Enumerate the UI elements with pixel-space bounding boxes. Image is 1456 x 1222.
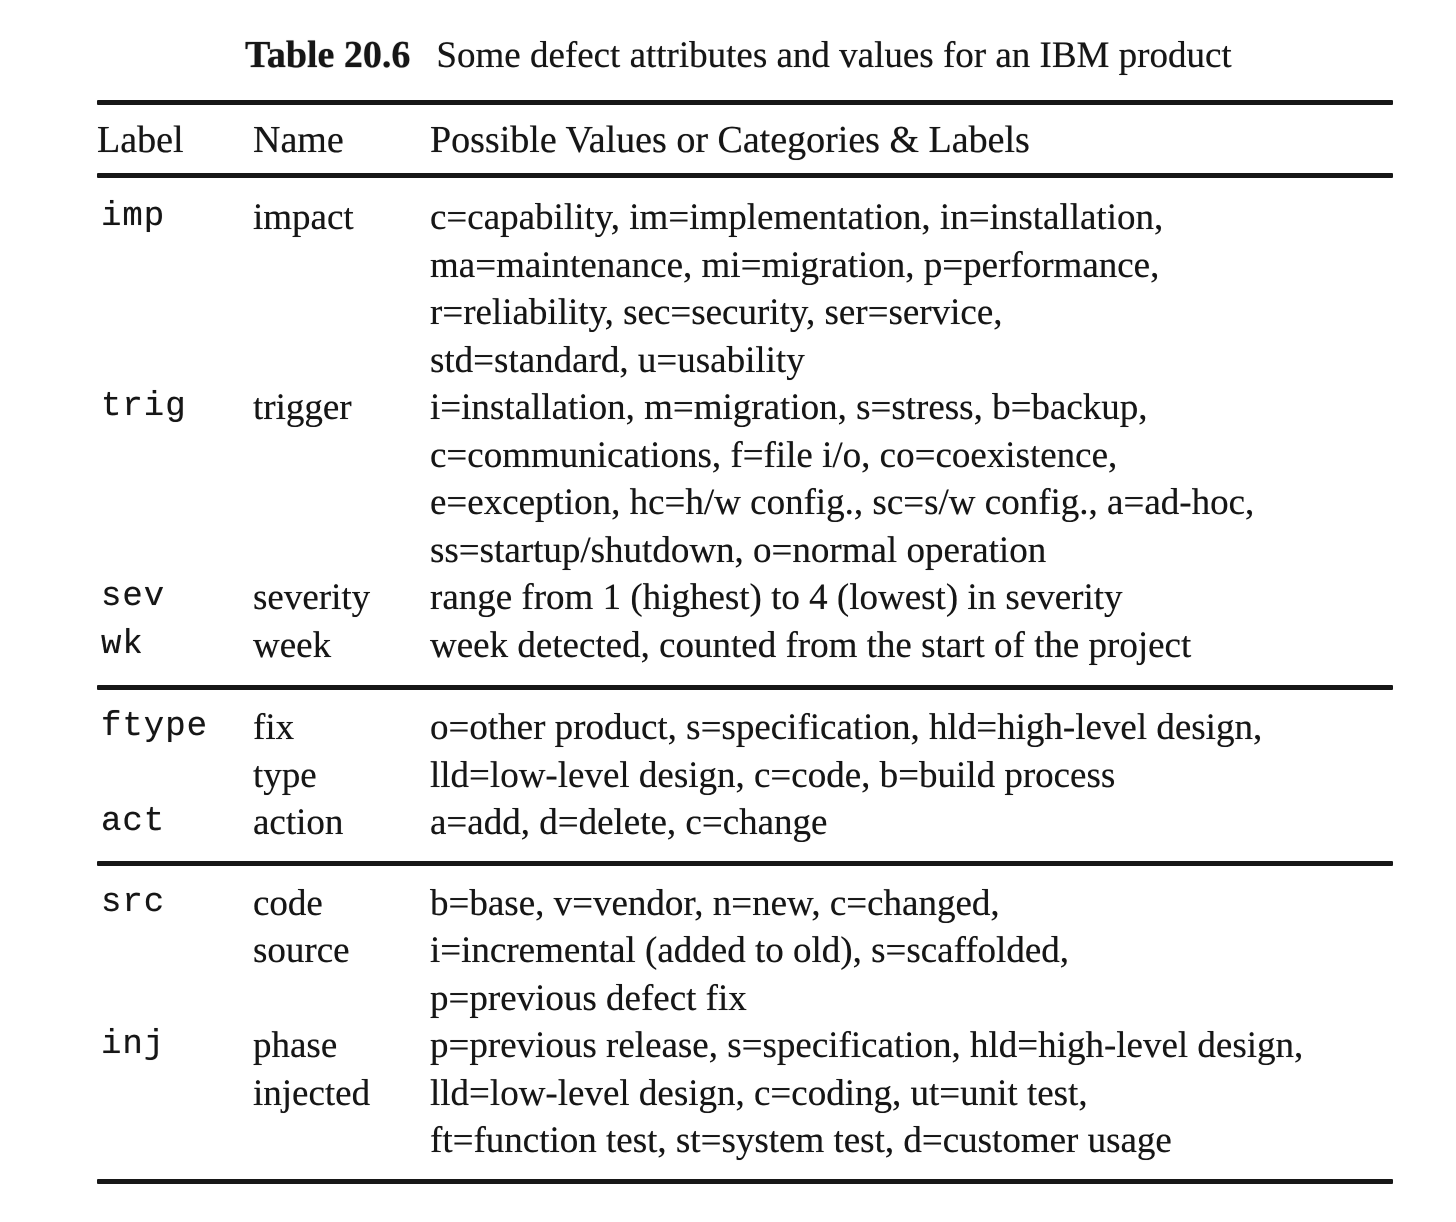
row-label: src — [101, 883, 166, 922]
header-separator-rule — [97, 173, 1393, 178]
row-name-line: severity — [253, 577, 371, 618]
value-line: p=previous release, s=specification, hld… — [430, 1025, 1304, 1066]
table-row-trig: trig trigger i=installation, m=migration… — [97, 384, 1393, 574]
table-top-rule — [97, 100, 1393, 105]
column-header-values: Possible Values or Categories & Labels — [430, 119, 1030, 161]
row-name-line: impact — [253, 197, 354, 238]
row-label: act — [101, 803, 166, 841]
table-group-detection: imp impact c=capability, im=implementati… — [97, 178, 1393, 685]
table-row-src: src code source b=base, v=vendor, n=new,… — [97, 880, 1393, 1023]
row-name: code source — [253, 880, 430, 975]
row-name: fix type — [253, 704, 430, 799]
row-name-line: injected — [253, 1072, 371, 1114]
value-line: i=incremental (added to old), s=scaffold… — [430, 930, 1070, 971]
row-name: action — [253, 799, 430, 847]
row-name-line: fix — [253, 707, 295, 748]
table-caption: Table 20.6 Some defect attributes and val… — [245, 32, 1232, 79]
table-group-fix: ftype fix type o=other product, s=specif… — [97, 690, 1393, 861]
table-group-source: src code source b=base, v=vendor, n=new,… — [97, 866, 1393, 1179]
row-values: p=previous release, s=specification, hld… — [430, 1022, 1393, 1165]
defect-attributes-table: Label Name Possible Values or Categories… — [97, 100, 1393, 1184]
value-line: c=capability, im=implementation, in=inst… — [430, 197, 1164, 238]
row-label: imp — [101, 198, 166, 236]
row-values: range from 1 (highest) to 4 (lowest) in … — [430, 574, 1393, 622]
table-bottom-rule — [97, 1178, 1393, 1184]
value-line: p=previous defect fix — [430, 977, 747, 1019]
column-header-label: Label — [97, 119, 184, 161]
value-line: week detected, counted from the start of… — [430, 624, 1192, 666]
row-values: c=capability, im=implementation, in=inst… — [430, 194, 1393, 384]
value-line: c=communications, f=file i/o, co=coexist… — [430, 434, 1118, 476]
row-name: impact — [253, 194, 430, 242]
row-values: o=other product, s=specification, hld=hi… — [430, 704, 1393, 799]
value-line: ss=startup/shutdown, o=normal operation — [430, 529, 1047, 571]
table-header-row: Label Name Possible Values or Categories… — [97, 105, 1393, 173]
row-values: week detected, counted from the start of… — [430, 622, 1393, 670]
value-line: ft=function test, st=system test, d=cust… — [430, 1120, 1172, 1161]
row-name-line: trigger — [253, 387, 352, 428]
table-row-sev: sev severity range from 1 (highest) to 4… — [97, 574, 1393, 622]
row-label: wk — [101, 625, 144, 664]
row-name: phase injected — [253, 1022, 430, 1117]
row-name: week — [253, 622, 430, 670]
value-line: o=other product, s=specification, hld=hi… — [430, 707, 1263, 748]
row-name: trigger — [253, 384, 430, 432]
row-name: severity — [253, 574, 430, 622]
table-row-inj: inj phase injected p=previous release, s… — [97, 1022, 1393, 1165]
value-line: lld=low-level design, c=code, b=build pr… — [430, 754, 1116, 796]
row-values: b=base, v=vendor, n=new, c=changed, i=in… — [430, 880, 1393, 1023]
row-values: i=installation, m=migration, s=stress, b… — [430, 384, 1393, 574]
column-header-name: Name — [253, 119, 344, 161]
row-name-line: source — [253, 930, 350, 971]
row-label: inj — [101, 1026, 166, 1064]
table-caption-text: Some defect attributes and values for an… — [436, 35, 1232, 76]
table-row-wk: wk week week detected, counted from the … — [97, 622, 1393, 670]
value-line: e=exception, hc=h/w config., sc=s/w conf… — [430, 482, 1255, 523]
row-label: ftype — [101, 708, 209, 746]
group-separator-rule-2 — [97, 860, 1393, 866]
row-name-line: week — [253, 624, 332, 666]
value-line: ma=maintenance, mi=migration, p=performa… — [430, 244, 1160, 286]
row-name-line: action — [253, 802, 344, 843]
value-line: std=standard, u=usability — [430, 339, 805, 381]
value-line: lld=low-level design, c=coding, ut=unit … — [430, 1072, 1088, 1114]
row-name-line: phase — [253, 1025, 338, 1066]
table-row-imp: imp impact c=capability, im=implementati… — [97, 194, 1393, 384]
row-values: a=add, d=delete, c=change — [430, 799, 1393, 847]
row-name-line: code — [253, 882, 323, 924]
row-label: trig — [101, 388, 187, 426]
table-row-act: act action a=add, d=delete, c=change — [97, 799, 1393, 847]
value-line: range from 1 (highest) to 4 (lowest) in … — [430, 577, 1123, 618]
group-separator-rule-1 — [97, 685, 1393, 690]
table-row-ftype: ftype fix type o=other product, s=specif… — [97, 704, 1393, 799]
value-line: a=add, d=delete, c=change — [430, 802, 828, 843]
table-caption-number: Table 20.6 — [245, 34, 411, 76]
value-line: b=base, v=vendor, n=new, c=changed, — [430, 882, 1000, 924]
value-line: r=reliability, sec=security, ser=service… — [430, 292, 1003, 333]
row-label: sev — [101, 578, 166, 616]
row-name-line: type — [253, 754, 317, 796]
value-line: i=installation, m=migration, s=stress, b… — [430, 387, 1148, 428]
